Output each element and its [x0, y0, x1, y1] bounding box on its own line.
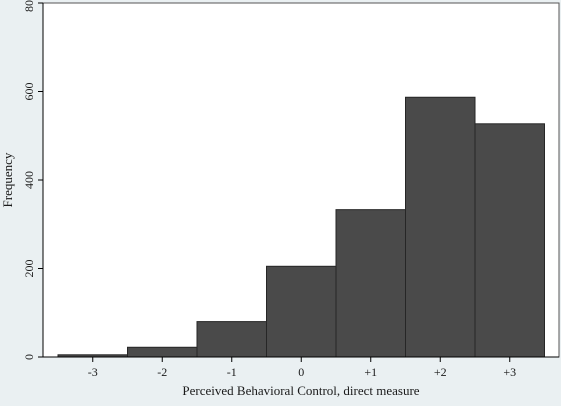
y-tick-label: 0: [22, 354, 36, 360]
x-tick-label: 0: [298, 365, 304, 379]
x-axis: -3 -2 -1 0 +1 +2 +3: [43, 356, 559, 379]
x-tick-label: -1: [227, 365, 237, 379]
y-tick-label: 400: [22, 171, 36, 189]
y-axis: 0 200 400 600 800: [22, 0, 44, 360]
histogram-bar-2: [127, 346, 198, 358]
y-tick-label: 600: [22, 83, 36, 101]
x-tick-label: -2: [157, 365, 167, 379]
histogram-bar-3: [196, 321, 267, 358]
histogram-bar-4: [266, 265, 337, 358]
x-tick-label: +1: [364, 365, 377, 379]
x-tick-label: +3: [503, 365, 516, 379]
x-tick-label: -3: [88, 365, 98, 379]
x-axis-title: Perceived Behavioral Control, direct mea…: [182, 383, 419, 398]
y-axis-title: Frequency: [0, 152, 15, 207]
histogram-bar-6: [405, 96, 476, 358]
histogram-bar-5: [335, 209, 406, 358]
x-tick-label: +2: [434, 365, 447, 379]
y-tick-label: 200: [22, 260, 36, 278]
bars-group: [57, 96, 545, 358]
histogram-bar-7: [474, 123, 545, 358]
y-tick-label: 800: [22, 0, 36, 12]
